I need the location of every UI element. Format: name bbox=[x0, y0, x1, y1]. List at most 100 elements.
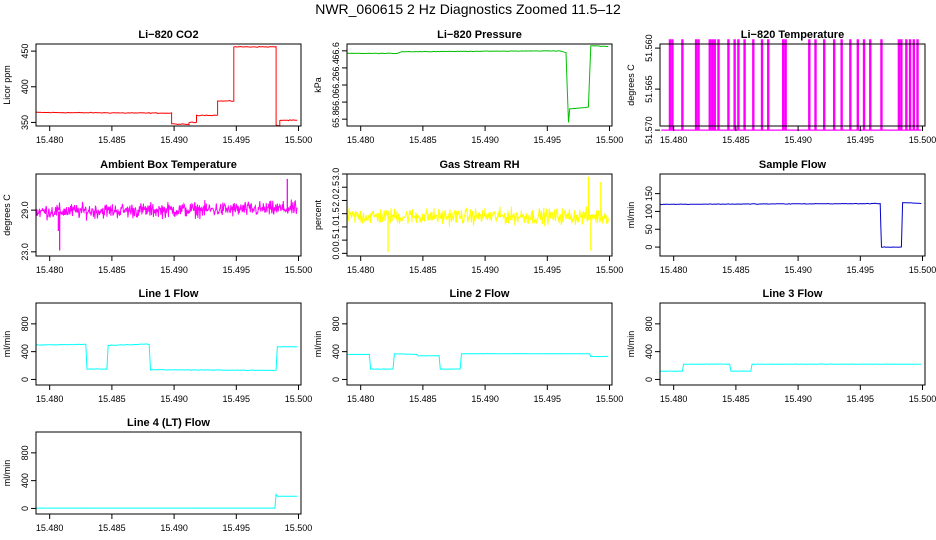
plot-3-y-axis-label: degrees C bbox=[626, 64, 636, 106]
plot-8-x-tick-label: 15.495 bbox=[534, 394, 562, 404]
plot-3-x-tick-label: 15.485 bbox=[722, 135, 750, 145]
plot-8-y-tick-label: 800 bbox=[331, 316, 341, 331]
plot-9-series-line bbox=[660, 363, 922, 372]
plot-8-x-tick-label: 15.485 bbox=[409, 394, 437, 404]
plot-8-x-tick-label: 15.480 bbox=[347, 394, 375, 404]
plot-1-x-tick-label: 15.490 bbox=[160, 135, 188, 145]
plot-8-x-tick-label: 15.490 bbox=[471, 394, 499, 404]
plot-2-x-tick-label: 15.495 bbox=[534, 135, 562, 145]
plot-4-y-tick-label: 29.0 bbox=[20, 201, 30, 219]
plot-9-x-tick-label: 15.490 bbox=[784, 394, 812, 404]
plot-7-x-tick-label: 15.500 bbox=[285, 394, 313, 404]
plot-2-y-tick-label: 66.2 bbox=[331, 76, 341, 94]
plot-8-series-line bbox=[347, 353, 609, 370]
plot-3-x-tick-label: 15.495 bbox=[847, 135, 875, 145]
plot-6-series-line bbox=[659, 202, 922, 248]
plot-7-x-tick-label: 15.495 bbox=[223, 394, 251, 404]
plot-5-y-tick-label: 2.0 bbox=[331, 194, 341, 207]
plot-1-title: Li−820 CO2 bbox=[138, 29, 198, 41]
plot-5-frame bbox=[346, 173, 613, 257]
plot-5-x-tick-label: 15.495 bbox=[534, 265, 562, 275]
plot-9-x-tick-label: 15.495 bbox=[847, 394, 875, 404]
plot-7-y-tick-label: 800 bbox=[20, 316, 30, 331]
plot-1-y-tick-label: 400 bbox=[20, 79, 30, 94]
plot-2-y-tick-label: 66.4 bbox=[331, 59, 341, 77]
plot-4-y-tick-label: 23.0 bbox=[20, 243, 30, 261]
plot-8-title: Line 2 Flow bbox=[450, 288, 510, 300]
plot-7-y-tick-label: 0 bbox=[20, 377, 30, 382]
plot-6-y-tick-label: 150 bbox=[644, 186, 654, 201]
plot-9: Line 3 Flow 15.480 15.485 15.490 15.495 15.50… bbox=[626, 288, 936, 404]
plot-10-frame bbox=[35, 431, 302, 515]
plot-2-title: Li−820 Pressure bbox=[437, 29, 522, 41]
plot-10-series-line bbox=[36, 493, 298, 509]
plot-7-frame bbox=[35, 302, 302, 386]
plot-4-x-tick-label: 15.500 bbox=[285, 265, 313, 275]
plot-1-series-line bbox=[35, 45, 298, 127]
plot-2-x-tick-label: 15.500 bbox=[596, 135, 624, 145]
plot-8-frame bbox=[346, 302, 613, 386]
plot-1-y-axis-label: Licor ppm bbox=[2, 65, 12, 105]
plot-10-title: Line 4 (LT) Flow bbox=[127, 417, 210, 429]
plot-9-y-axis-label: ml/min bbox=[626, 331, 636, 358]
plot-3-frame bbox=[659, 43, 926, 127]
plot-5-y-tick-label: 3.0 bbox=[331, 168, 341, 181]
plot-10-x-tick-label: 15.490 bbox=[160, 523, 188, 533]
plot-3: Li−820 Temperature 15.480 15.485 15.490 15.4… bbox=[626, 29, 936, 145]
plot-10-x-tick-label: 15.485 bbox=[98, 523, 126, 533]
plot-1-y-tick-label: 350 bbox=[20, 115, 30, 130]
plot-7-x-tick-label: 15.480 bbox=[36, 394, 64, 404]
plot-5-x-tick-label: 15.490 bbox=[471, 265, 499, 275]
plot-10: Line 4 (LT) Flow 15.480 15.485 15.490 15.495… bbox=[2, 417, 312, 533]
plot-1: Li−820 CO2 15.480 15.485 15.490 15.495 15.500… bbox=[2, 29, 312, 145]
plot-8-y-tick-label: 0 bbox=[331, 377, 341, 382]
plot-6-y-tick-label: 50 bbox=[644, 224, 654, 234]
plot-10-y-tick-label: 400 bbox=[20, 473, 30, 488]
plot-4-y-axis-label: degrees C bbox=[2, 194, 12, 236]
plot-4-x-tick-label: 15.485 bbox=[98, 265, 126, 275]
plot-3-x-tick-label: 15.500 bbox=[909, 135, 936, 145]
plot-6-y-tick-label: 0 bbox=[644, 245, 654, 250]
page-title: NWR_060615 2 Hz Diagnostics Zoomed 11.5–… bbox=[315, 1, 621, 17]
plot-6-x-tick-label: 15.495 bbox=[847, 265, 875, 275]
plot-4-x-tick-label: 15.480 bbox=[36, 265, 64, 275]
plot-2-y-axis-label: kPa bbox=[313, 77, 323, 93]
plot-7-series-line bbox=[35, 343, 298, 372]
plot-1-x-tick-label: 15.495 bbox=[223, 135, 251, 145]
plot-9-x-tick-label: 15.500 bbox=[909, 394, 936, 404]
plot-5-y-axis-label: percent bbox=[313, 199, 323, 230]
plot-5-y-tick-label: 1.0 bbox=[331, 221, 341, 234]
plot-5-y-tick-label: 0.0 bbox=[331, 247, 341, 260]
plot-10-x-tick-label: 15.495 bbox=[223, 523, 251, 533]
plot-1-y-tick-label: 450 bbox=[20, 44, 30, 59]
plot-4-frame bbox=[35, 173, 302, 257]
plot-8-y-axis-label: ml/min bbox=[313, 331, 323, 358]
plot-2-x-tick-label: 15.490 bbox=[471, 135, 499, 145]
plot-9-x-tick-label: 15.480 bbox=[660, 394, 688, 404]
plot-3-x-tick-label: 15.490 bbox=[784, 135, 812, 145]
plot-10-y-tick-label: 800 bbox=[20, 445, 30, 460]
plot-2-y-tick-label: 65.8 bbox=[331, 110, 341, 128]
plot-6-y-tick-label: 100 bbox=[644, 204, 654, 219]
plot-7-title: Line 1 Flow bbox=[139, 288, 199, 300]
plot-5-x-tick-label: 15.485 bbox=[409, 265, 437, 275]
plot-2-x-tick-label: 15.485 bbox=[409, 135, 437, 145]
plot-1-x-tick-label: 15.500 bbox=[285, 135, 313, 145]
plot-7: Line 1 Flow 15.480 15.485 15.490 15.495 15.50… bbox=[2, 288, 312, 404]
plot-9-title: Line 3 Flow bbox=[763, 288, 823, 300]
plot-6-x-tick-label: 15.485 bbox=[722, 265, 750, 275]
plot-10-x-tick-label: 15.500 bbox=[285, 523, 313, 533]
plot-8: Line 2 Flow 15.480 15.485 15.490 15.495 15.50… bbox=[313, 288, 623, 404]
plot-2: Li−820 Pressure 15.480 15.485 15.490 15.495 1… bbox=[313, 29, 623, 145]
plot-1-frame bbox=[35, 43, 302, 127]
plot-2-series-line bbox=[347, 45, 609, 123]
plot-6-x-tick-label: 15.490 bbox=[784, 265, 812, 275]
plot-9-y-tick-label: 400 bbox=[644, 344, 654, 359]
plot-3-y-tick-label: 51.570 bbox=[644, 116, 654, 144]
plot-2-y-tick-label: 66.6 bbox=[331, 42, 341, 60]
plot-3-x-tick-label: 15.480 bbox=[660, 135, 688, 145]
plot-4-series-line bbox=[35, 199, 298, 221]
plot-3-y-tick-label: 51.565 bbox=[644, 75, 654, 103]
plot-4-title: Ambient Box Temperature bbox=[100, 159, 237, 171]
